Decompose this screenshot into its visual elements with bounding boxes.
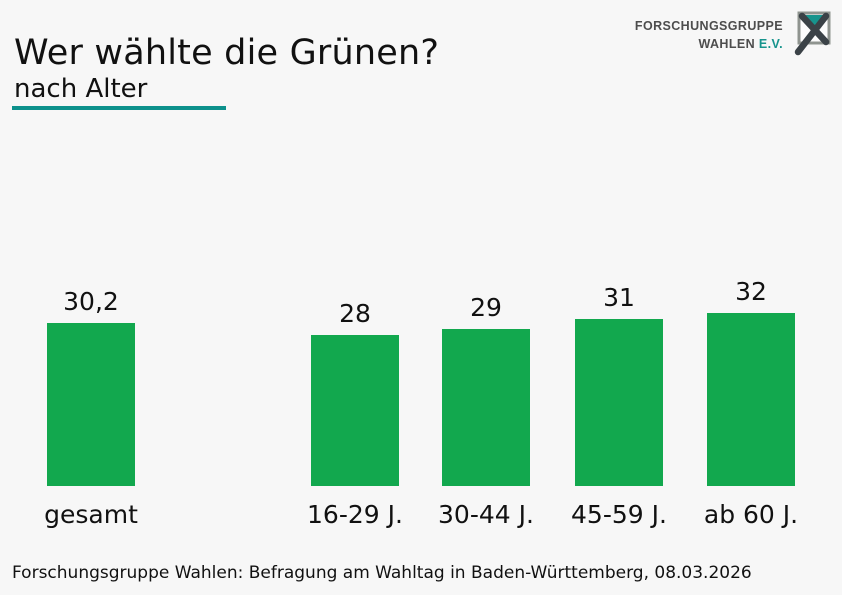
bar-group-ab 60 J.: 32 ab 60 J. xyxy=(691,277,811,535)
bar-rect xyxy=(707,313,795,486)
bar-value-label: 30,2 xyxy=(63,287,119,316)
bar-group-45-59 J.: 31 45-59 J. xyxy=(559,283,679,535)
subtitle-underline xyxy=(12,106,226,110)
bar-rect xyxy=(575,319,663,486)
bar-value-label: 28 xyxy=(339,299,371,328)
bar-rect xyxy=(47,323,135,486)
ballot-box-x-icon xyxy=(794,11,831,56)
logo-ev: E.V. xyxy=(758,37,783,52)
bar-value-label: 29 xyxy=(470,293,502,322)
bar-category-label: ab 60 J. xyxy=(703,500,799,529)
bar-value-label: 32 xyxy=(735,277,767,306)
bar-rect xyxy=(311,335,399,486)
bar-group-30-44 J.: 29 30-44 J. xyxy=(426,293,546,535)
logo-line2: WAHLEN E.V. xyxy=(698,37,783,52)
bar-rect xyxy=(442,329,530,486)
page-subtitle: nach Alter xyxy=(14,74,148,104)
bar-group-gesamt: 30,2 gesamt xyxy=(31,287,151,535)
page-title: Wer wählte die Grünen? xyxy=(14,33,440,73)
logo-text: FORSCHUNGSGRUPPE WAHLEN E.V. xyxy=(635,10,783,53)
bar-category-label: 30-44 J. xyxy=(438,500,534,529)
bar-group-16-29 J.: 28 16-29 J. xyxy=(295,299,415,535)
bar-category-label: 45-59 J. xyxy=(571,500,667,529)
source-note: Forschungsgruppe Wahlen: Befragung am Wa… xyxy=(12,563,752,583)
logo-line1: FORSCHUNGSGRUPPE xyxy=(634,19,783,33)
bar-category-label: 16-29 J. xyxy=(307,500,403,529)
bar-category-label: gesamt xyxy=(44,500,138,529)
forschungsgruppe-wahlen-logo: FORSCHUNGSGRUPPE WAHLEN E.V. xyxy=(635,10,834,58)
bar-value-label: 31 xyxy=(603,283,635,312)
